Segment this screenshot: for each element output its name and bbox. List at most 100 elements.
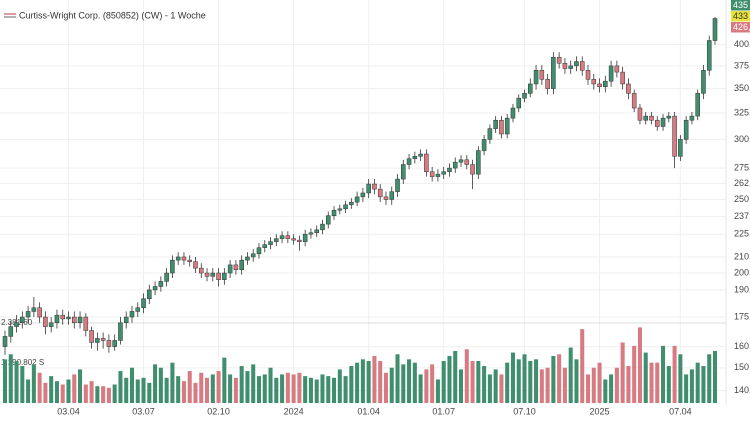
candle-body (389, 191, 395, 200)
volume-bar (343, 376, 348, 403)
volume-bar (187, 371, 192, 403)
candle-body (689, 115, 695, 121)
candle-body (406, 158, 412, 165)
volume-bar (349, 366, 354, 403)
volume-bar (395, 354, 400, 403)
volume-bar (60, 384, 65, 403)
x-tick-label: 2025 (590, 406, 610, 416)
candle-body (579, 61, 585, 71)
candle-body (701, 70, 706, 94)
volume-bar (649, 362, 654, 403)
candle-body (325, 215, 331, 225)
volume-bar (8, 354, 13, 403)
volume-bar (482, 366, 487, 403)
volume-bar (712, 350, 718, 403)
candle-body (447, 167, 452, 172)
volume-bar (562, 367, 567, 403)
candle-body (372, 183, 377, 190)
volume-bar (661, 345, 666, 403)
candle-body (354, 196, 360, 203)
volume-bar (695, 362, 700, 403)
candle-body (620, 71, 625, 85)
candle-body (585, 70, 591, 80)
volume-bar (637, 327, 642, 403)
volume-bar (170, 362, 175, 403)
candle-body (2, 336, 8, 347)
volume-bar (314, 379, 319, 403)
candle-body (14, 322, 19, 327)
x-tick-label: 03.07 (132, 406, 155, 416)
volume-bar (591, 367, 596, 403)
candle-body (683, 119, 689, 140)
candle-body (539, 70, 545, 80)
y-tick-label: 150, (734, 362, 750, 372)
candle-body (83, 316, 89, 331)
candle-body (331, 209, 337, 216)
candle-body (441, 171, 446, 175)
volume-bar (199, 372, 204, 403)
volume-bar (499, 374, 504, 403)
candle-body (435, 173, 441, 177)
candle-body (54, 314, 60, 323)
volume-bar (37, 372, 42, 403)
volume-bar (620, 342, 625, 403)
candle-body (181, 256, 187, 261)
volume-bar (435, 379, 440, 403)
volume-bar (176, 376, 181, 403)
volume-bar (453, 350, 458, 403)
candle-body (152, 286, 158, 291)
candle-body (95, 338, 100, 343)
candle-body (320, 223, 325, 231)
y-tick-label: 375, (734, 60, 750, 70)
volume-bar (193, 382, 198, 403)
candle-body (660, 117, 666, 127)
volume-bar (666, 366, 671, 403)
candle-body (20, 316, 25, 323)
candle-body (250, 253, 256, 258)
candle-body (129, 311, 135, 318)
candle-body (123, 316, 129, 323)
volume-bar (418, 374, 423, 403)
volume-bar (95, 386, 100, 403)
candle-body (66, 316, 71, 320)
y-tick-label: 275, (734, 162, 750, 172)
candle-body (48, 322, 54, 327)
volume-bar (280, 374, 285, 403)
candle-body (476, 150, 481, 175)
candle-body (147, 289, 152, 299)
y-tick-label: 250, (734, 194, 750, 204)
volume-bar (360, 359, 365, 403)
candle-body (118, 322, 123, 341)
candle-body (562, 63, 568, 69)
y-tick-label: 400, (734, 39, 750, 49)
candle-body (678, 139, 683, 157)
volume-bar (274, 377, 279, 403)
y-tick-label: 200, (734, 267, 750, 277)
volume-bar (487, 374, 492, 403)
volume-tick-label: 1.190.802 S (1, 358, 44, 367)
volume-bar (112, 384, 117, 403)
volume-bar (643, 352, 648, 403)
volume-bar (389, 367, 394, 403)
volume-bar (49, 376, 54, 403)
y-tick-label: 140, (734, 385, 750, 395)
candle-body (239, 259, 244, 271)
candle-body (452, 161, 458, 169)
volume-bar (129, 367, 135, 403)
volume-bar (124, 377, 129, 403)
candle-body (164, 272, 169, 282)
volume-bar (245, 371, 250, 403)
candle-body (458, 159, 464, 163)
volume-bar (522, 354, 527, 403)
volume-bar (407, 359, 412, 403)
candle-body (216, 272, 221, 280)
candle-body (89, 330, 94, 343)
candle-body (360, 192, 366, 198)
candle-body (60, 314, 65, 320)
candle-body (706, 40, 712, 71)
volume-bar (539, 369, 544, 403)
candle-body (37, 307, 42, 318)
candle-body (418, 153, 423, 157)
price-badge (731, 11, 750, 22)
